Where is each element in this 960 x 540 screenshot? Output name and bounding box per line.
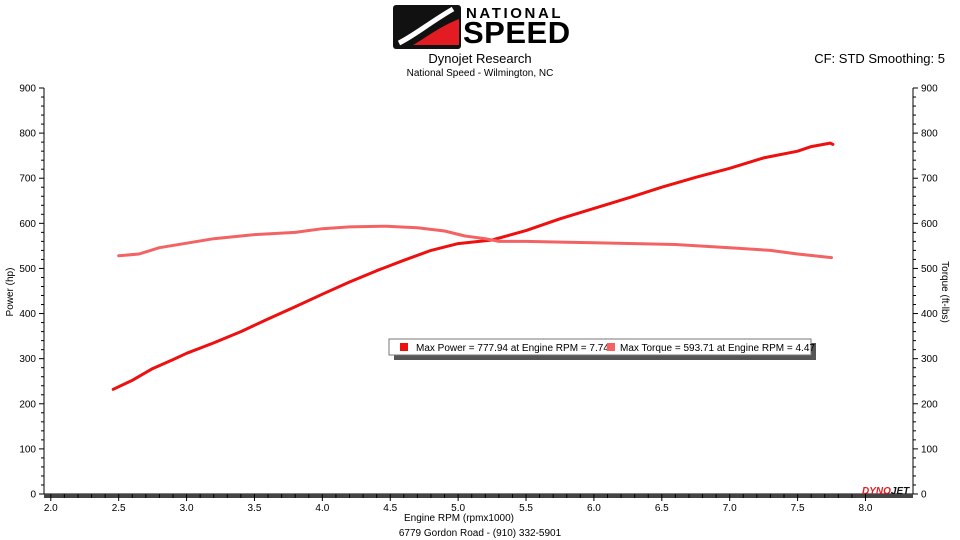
x-tick-label: 5.0	[451, 503, 465, 514]
x-tick-label: 8.0	[859, 503, 873, 514]
x-tick-label: 6.5	[655, 503, 669, 514]
y2-tick-label: 100	[921, 444, 938, 455]
legend-swatch-torque	[607, 343, 615, 351]
chart-subtitle: National Speed - Wilmington, NC	[406, 68, 554, 79]
chart-axes: 0 100 200 300 400 500 600 700 800 900 0 100 200 300 40…	[19, 84, 938, 515]
y-tick-label: 900	[19, 84, 36, 95]
x-tick-label: 7.5	[791, 503, 805, 514]
x-tick-label: 5.5	[519, 503, 533, 514]
footer-address: 6779 Gordon Road - (910) 332-5901	[398, 528, 562, 539]
dynojet-watermark-part2: JET	[891, 486, 910, 497]
cf-smoothing-label: CF: STD Smoothing: 5	[814, 51, 945, 66]
y2-tick-label: 500	[921, 264, 938, 275]
national-speed-logo	[393, 5, 461, 49]
power-curve	[111, 141, 835, 391]
y2-tick-label: 900	[921, 84, 938, 95]
legend-label-power: Max Power = 777.94 at Engine RPM = 7.74	[416, 343, 609, 354]
y-tick-label: 0	[30, 490, 36, 501]
x-tick-label: 4.0	[315, 503, 329, 514]
y-tick-label: 100	[19, 444, 36, 455]
y-tick-label: 500	[19, 264, 36, 275]
y-tick-label: 400	[19, 309, 36, 320]
chart-title: Dynojet Research	[428, 51, 532, 66]
y-tick-label: 600	[19, 219, 36, 230]
x-axis-band	[44, 494, 913, 498]
y2-tick-label: 800	[921, 129, 938, 140]
torque-curve	[117, 224, 833, 260]
x-tick-label: 3.0	[180, 503, 194, 514]
y-tick-label: 300	[19, 354, 36, 365]
x-tick-label: 6.0	[587, 503, 601, 514]
y2-tick-label: 600	[921, 219, 938, 230]
chart-legend: Max Power = 777.94 at Engine RPM = 7.74 …	[388, 338, 816, 360]
legend-label-torque: Max Torque = 593.71 at Engine RPM = 4.47	[620, 343, 815, 354]
legend-box	[388, 338, 812, 356]
y-tick-label: 700	[19, 174, 36, 185]
x-tick-label: 3.5	[248, 503, 262, 514]
dynojet-watermark: DYNOJET	[862, 486, 910, 497]
y2-tick-label: 700	[921, 174, 938, 185]
chart-curves	[111, 141, 835, 391]
brand-name-line2: SPEED	[463, 15, 571, 50]
y2-tick-label: 400	[921, 309, 938, 320]
y2-tick-label: 200	[921, 399, 938, 410]
x-axis-title: Engine RPM (rpmx1000)	[404, 513, 514, 524]
y2-tick-label: 0	[921, 490, 927, 501]
x-tick-label: 2.5	[112, 503, 126, 514]
y2-axis-title: Torque (ft-lbs)	[939, 261, 950, 323]
y-tick-label: 800	[19, 129, 36, 140]
x-tick-label: 2.0	[44, 503, 58, 514]
brand-name-line1: NATIONAL	[466, 5, 564, 22]
x-tick-label: 4.5	[383, 503, 397, 514]
x-tick-label: 7.0	[723, 503, 737, 514]
y-axis-title: Power (hp)	[5, 268, 16, 317]
legend-swatch-power	[400, 343, 408, 351]
dynojet-watermark-part1: DYNO	[862, 486, 891, 497]
y-tick-label: 200	[19, 399, 36, 410]
y2-tick-label: 300	[921, 354, 938, 365]
